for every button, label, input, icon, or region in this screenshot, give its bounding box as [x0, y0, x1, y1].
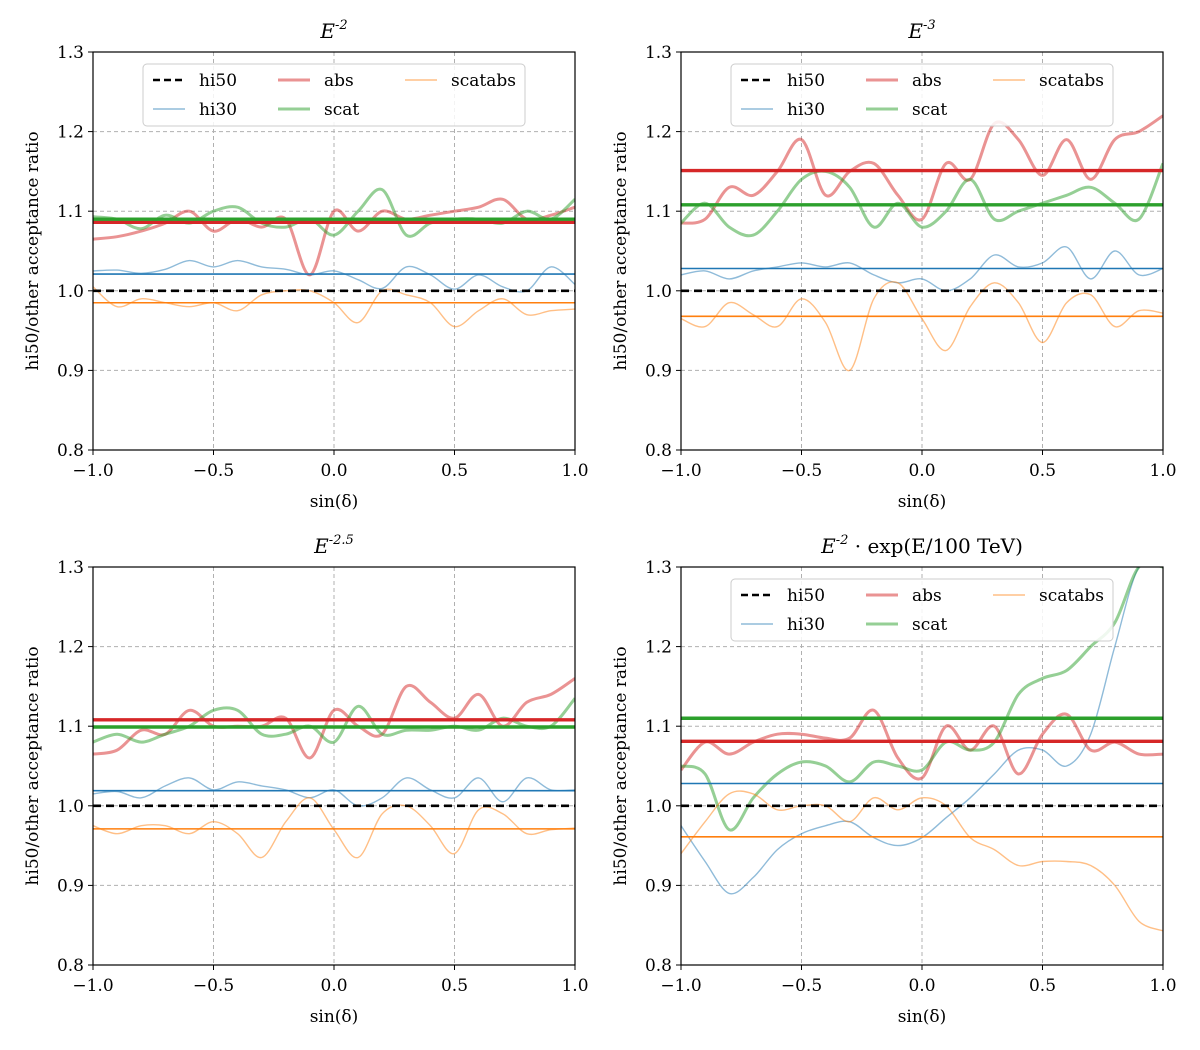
y-tick-label: 1.1 — [645, 202, 672, 222]
y-tick-label: 0.8 — [645, 956, 672, 976]
x-tick-label: −1.0 — [660, 461, 701, 481]
x-tick-label: 0.0 — [908, 461, 935, 481]
x-tick-label: 0.5 — [441, 461, 468, 481]
y-tick-label: 1.1 — [645, 717, 672, 737]
series-line-scat — [681, 162, 1163, 238]
y-tick-label: 0.9 — [645, 876, 672, 896]
y-tick-label: 1.2 — [645, 638, 672, 658]
series-line-scatabs — [93, 797, 575, 859]
y-tick-label: 0.9 — [57, 876, 84, 896]
x-tick-label: 1.0 — [561, 976, 588, 996]
legend-label-abs: abs — [912, 71, 942, 91]
legend-label-hi50: hi50 — [787, 71, 825, 91]
y-axis-label: hi50/other acceptance ratio — [611, 131, 631, 370]
legend-label-hi50: hi50 — [787, 586, 825, 606]
legend: hi50 hi30 abs scat scatabs — [730, 578, 1114, 642]
x-tick-label: 1.0 — [1149, 976, 1176, 996]
legend-label-hi50: hi50 — [199, 71, 237, 91]
chart-title: E-3 — [907, 18, 935, 43]
y-tick-label: 1.0 — [645, 282, 672, 302]
y-tick-label: 1.3 — [645, 43, 672, 63]
legend-label-hi30: hi30 — [199, 100, 237, 120]
series-line-scat — [681, 567, 1163, 832]
x-tick-label: 1.0 — [1149, 461, 1176, 481]
x-tick-label: 0.0 — [320, 461, 347, 481]
series-line-abs — [681, 114, 1163, 225]
legend: hi50 hi30 abs scat scatabs — [142, 63, 526, 127]
y-tick-label: 0.8 — [57, 441, 84, 461]
legend-label-hi30: hi30 — [787, 100, 825, 120]
chart-title: E-2 · exp(E/100 TeV) — [820, 533, 1023, 558]
legend-label-abs: abs — [324, 71, 354, 91]
x-axis-label: sin(δ) — [310, 492, 359, 512]
y-tick-label: 1.0 — [645, 797, 672, 817]
series-line-hi30 — [681, 567, 1163, 895]
legend-label-abs: abs — [912, 586, 942, 606]
chart-panel-1: −1.0 −0.5 0.0 0.5 1.0 0.8 0.9 1.0 1.1 1.2 1.3 sin(δ… — [23, 18, 589, 512]
y-tick-label: 1.0 — [57, 797, 84, 817]
y-tick-label: 1.3 — [645, 558, 672, 578]
y-tick-label: 0.9 — [57, 361, 84, 381]
x-tick-label: −1.0 — [72, 461, 113, 481]
x-tick-label: 0.5 — [441, 976, 468, 996]
x-axis-label: sin(δ) — [898, 1007, 947, 1027]
y-tick-label: 1.3 — [57, 43, 84, 63]
y-tick-label: 1.3 — [57, 558, 84, 578]
x-tick-label: −0.5 — [193, 976, 234, 996]
x-tick-label: −0.5 — [193, 461, 234, 481]
legend: hi50 hi30 abs scat scatabs — [730, 63, 1114, 127]
y-tick-label: 1.1 — [57, 717, 84, 737]
y-tick-label: 1.1 — [57, 202, 84, 222]
x-tick-label: 0.0 — [908, 976, 935, 996]
x-tick-label: −0.5 — [781, 461, 822, 481]
legend-label-scat: scat — [912, 100, 947, 120]
x-tick-label: −1.0 — [660, 976, 701, 996]
y-tick-label: 1.2 — [645, 123, 672, 143]
x-tick-label: −0.5 — [781, 976, 822, 996]
x-tick-label: 0.5 — [1029, 976, 1056, 996]
series-line-hi30 — [93, 259, 575, 293]
legend-label-hi30: hi30 — [787, 615, 825, 635]
chart-title: E-2 — [319, 18, 347, 43]
chart-panel-4: −1.0 −0.5 0.0 0.5 1.0 0.8 0.9 1.0 1.1 1.2 1.3 sin(δ… — [611, 533, 1177, 1027]
legend-label-scat: scat — [912, 615, 947, 635]
y-tick-label: 1.0 — [57, 282, 84, 302]
x-axis-label: sin(δ) — [310, 1007, 359, 1027]
y-axis-label: hi50/other acceptance ratio — [611, 646, 631, 885]
y-tick-label: 0.8 — [645, 441, 672, 461]
chart-panel-3: −1.0 −0.5 0.0 0.5 1.0 0.8 0.9 1.0 1.1 1.2 1.3 sin(δ… — [23, 533, 589, 1027]
y-tick-label: 1.2 — [57, 638, 84, 658]
series-line-scatabs — [681, 281, 1163, 372]
y-tick-label: 0.8 — [57, 956, 84, 976]
x-tick-label: −1.0 — [72, 976, 113, 996]
chart-panel-2: −1.0 −0.5 0.0 0.5 1.0 0.8 0.9 1.0 1.1 1.2 1.3 sin(δ… — [611, 18, 1177, 512]
legend-label-scatabs: scatabs — [1039, 71, 1104, 91]
series-line-scatabs — [681, 790, 1163, 932]
x-tick-label: 0.5 — [1029, 461, 1056, 481]
x-tick-label: 1.0 — [561, 461, 588, 481]
y-tick-label: 0.9 — [645, 361, 672, 381]
chart-title: E-2.5 — [313, 533, 354, 558]
legend-label-scat: scat — [324, 100, 359, 120]
series-line-hi30 — [681, 246, 1163, 292]
y-axis-label: hi50/other acceptance ratio — [23, 646, 43, 885]
legend-label-scatabs: scatabs — [451, 71, 516, 91]
x-axis-label: sin(δ) — [898, 492, 947, 512]
y-tick-label: 1.2 — [57, 123, 84, 143]
x-tick-label: 0.0 — [320, 976, 347, 996]
y-axis-label: hi50/other acceptance ratio — [23, 131, 43, 370]
legend-label-scatabs: scatabs — [1039, 586, 1104, 606]
